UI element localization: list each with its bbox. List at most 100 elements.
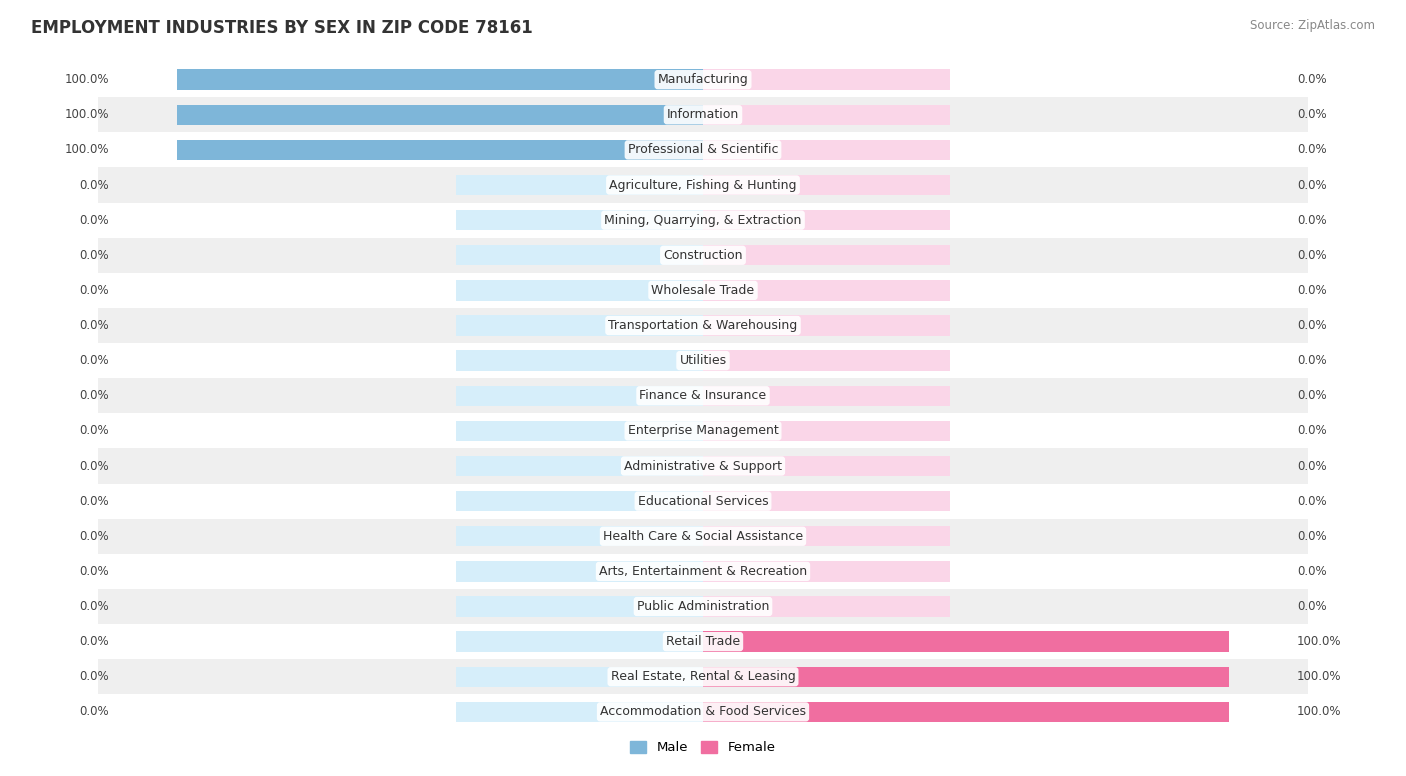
Text: 0.0%: 0.0% — [1298, 144, 1327, 157]
Bar — [703, 632, 950, 652]
Text: Information: Information — [666, 109, 740, 121]
Text: EMPLOYMENT INDUSTRIES BY SEX IN ZIP CODE 78161: EMPLOYMENT INDUSTRIES BY SEX IN ZIP CODE… — [31, 19, 533, 37]
Bar — [703, 491, 950, 511]
Text: Real Estate, Rental & Leasing: Real Estate, Rental & Leasing — [610, 670, 796, 683]
Text: 100.0%: 100.0% — [1298, 635, 1341, 648]
Text: Enterprise Management: Enterprise Management — [627, 424, 779, 438]
Text: 0.0%: 0.0% — [1298, 600, 1327, 613]
Text: 0.0%: 0.0% — [1298, 565, 1327, 578]
Text: 100.0%: 100.0% — [65, 73, 108, 86]
Text: 0.0%: 0.0% — [79, 178, 108, 192]
Text: 0.0%: 0.0% — [79, 390, 108, 402]
Bar — [456, 175, 703, 196]
Text: Construction: Construction — [664, 249, 742, 262]
Text: 0.0%: 0.0% — [79, 670, 108, 683]
Text: 0.0%: 0.0% — [1298, 319, 1327, 332]
Bar — [703, 561, 950, 581]
Bar — [703, 280, 950, 300]
Bar — [98, 414, 1308, 449]
Text: Manufacturing: Manufacturing — [658, 73, 748, 86]
Bar — [98, 343, 1308, 378]
Text: 0.0%: 0.0% — [1298, 390, 1327, 402]
Text: Utilities: Utilities — [679, 354, 727, 367]
Bar — [703, 526, 950, 546]
Bar — [703, 210, 950, 230]
Bar — [98, 308, 1308, 343]
Bar — [177, 105, 703, 125]
Bar — [703, 632, 1229, 652]
Text: Transportation & Warehousing: Transportation & Warehousing — [609, 319, 797, 332]
Bar — [98, 624, 1308, 659]
Bar — [703, 667, 950, 687]
Bar — [456, 351, 703, 371]
Bar — [703, 702, 1229, 722]
Bar — [456, 105, 703, 125]
Bar — [703, 596, 950, 617]
Bar — [177, 70, 703, 90]
Bar — [177, 140, 703, 160]
Text: 0.0%: 0.0% — [1298, 424, 1327, 438]
Text: 0.0%: 0.0% — [79, 705, 108, 719]
Bar — [703, 140, 950, 160]
Bar — [98, 168, 1308, 203]
Text: 0.0%: 0.0% — [79, 319, 108, 332]
Text: 0.0%: 0.0% — [79, 249, 108, 262]
Bar — [456, 561, 703, 581]
Bar — [703, 702, 950, 722]
Bar — [456, 526, 703, 546]
Text: 0.0%: 0.0% — [1298, 284, 1327, 297]
Bar — [456, 421, 703, 441]
Text: 0.0%: 0.0% — [79, 459, 108, 473]
Text: Mining, Quarrying, & Extraction: Mining, Quarrying, & Extraction — [605, 213, 801, 227]
Bar — [98, 62, 1308, 97]
Text: 100.0%: 100.0% — [65, 109, 108, 121]
Text: 0.0%: 0.0% — [1298, 178, 1327, 192]
Text: Health Care & Social Assistance: Health Care & Social Assistance — [603, 530, 803, 542]
Text: 100.0%: 100.0% — [1298, 705, 1341, 719]
Bar — [456, 491, 703, 511]
Bar — [98, 203, 1308, 237]
Text: 0.0%: 0.0% — [79, 565, 108, 578]
Text: 0.0%: 0.0% — [79, 284, 108, 297]
Bar — [703, 667, 1229, 687]
Text: 0.0%: 0.0% — [79, 213, 108, 227]
Bar — [456, 386, 703, 406]
Text: 100.0%: 100.0% — [65, 144, 108, 157]
Text: Arts, Entertainment & Recreation: Arts, Entertainment & Recreation — [599, 565, 807, 578]
Text: Professional & Scientific: Professional & Scientific — [627, 144, 779, 157]
Bar — [456, 596, 703, 617]
Bar — [456, 632, 703, 652]
Bar — [456, 280, 703, 300]
Text: 0.0%: 0.0% — [1298, 354, 1327, 367]
Text: Public Administration: Public Administration — [637, 600, 769, 613]
Text: Administrative & Support: Administrative & Support — [624, 459, 782, 473]
Bar — [98, 554, 1308, 589]
Bar — [98, 589, 1308, 624]
Bar — [456, 210, 703, 230]
Text: 0.0%: 0.0% — [79, 530, 108, 542]
Text: Accommodation & Food Services: Accommodation & Food Services — [600, 705, 806, 719]
Bar — [703, 175, 950, 196]
Text: Retail Trade: Retail Trade — [666, 635, 740, 648]
Bar — [456, 456, 703, 476]
Bar — [98, 518, 1308, 554]
Bar — [98, 237, 1308, 273]
Bar — [98, 449, 1308, 483]
Bar — [98, 97, 1308, 133]
Bar — [703, 315, 950, 336]
Text: Wholesale Trade: Wholesale Trade — [651, 284, 755, 297]
Text: Source: ZipAtlas.com: Source: ZipAtlas.com — [1250, 19, 1375, 33]
Text: Agriculture, Fishing & Hunting: Agriculture, Fishing & Hunting — [609, 178, 797, 192]
Bar — [456, 315, 703, 336]
Bar — [456, 245, 703, 265]
Bar — [98, 695, 1308, 729]
Text: 0.0%: 0.0% — [79, 635, 108, 648]
Bar — [456, 667, 703, 687]
Bar — [703, 245, 950, 265]
Text: 0.0%: 0.0% — [1298, 494, 1327, 508]
Text: Finance & Insurance: Finance & Insurance — [640, 390, 766, 402]
Bar — [98, 659, 1308, 695]
Bar — [98, 133, 1308, 168]
Text: 0.0%: 0.0% — [79, 354, 108, 367]
Legend: Male, Female: Male, Female — [626, 736, 780, 760]
